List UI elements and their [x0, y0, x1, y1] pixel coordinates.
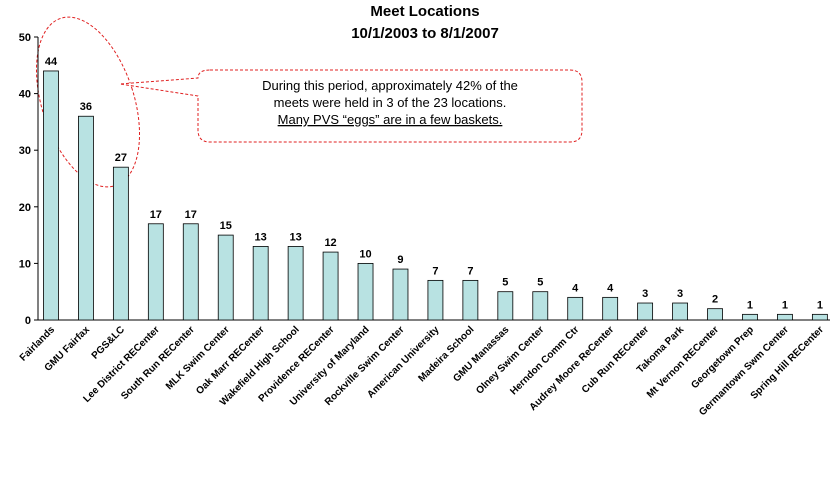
- bar: [182, 223, 199, 321]
- y-tick-label: 0: [25, 315, 31, 327]
- bar: [811, 313, 828, 321]
- bar: [637, 302, 654, 321]
- y-tick-label: 20: [19, 202, 31, 214]
- bar: [777, 313, 793, 321]
- bar: [357, 262, 374, 321]
- value-label: 1: [782, 299, 788, 311]
- bar: [252, 246, 269, 321]
- y-tick-label: 50: [19, 32, 31, 44]
- value-label: 9: [397, 254, 403, 266]
- value-label: 44: [45, 56, 58, 68]
- y-tick-label: 10: [19, 258, 31, 270]
- value-label: 15: [220, 220, 232, 232]
- bar: [287, 246, 304, 321]
- bar: [672, 302, 688, 321]
- y-tick-label: 30: [19, 145, 31, 157]
- value-label: 17: [185, 209, 197, 221]
- bar: [43, 70, 59, 321]
- chart-title: Meet Locations: [370, 3, 479, 20]
- value-label: 4: [607, 282, 614, 294]
- bar: [112, 166, 129, 321]
- value-label: 27: [115, 152, 127, 164]
- bar: [462, 279, 479, 321]
- value-label: 12: [324, 237, 336, 249]
- bar: [78, 115, 94, 321]
- bar: [567, 296, 584, 321]
- bar: [147, 223, 164, 321]
- callout: [119, 69, 583, 143]
- bar: [602, 296, 619, 321]
- annotation: Many PVS “eggs” are in a few baskets.: [278, 112, 503, 127]
- value-label: 5: [502, 277, 508, 289]
- chart-subtitle: 10/1/2003 to 8/1/2007: [351, 25, 499, 42]
- value-label: 7: [432, 265, 438, 277]
- value-label: 5: [537, 277, 543, 289]
- value-label: 10: [359, 248, 371, 260]
- annotation: meets were held in 3 of the 23 locations…: [274, 95, 507, 110]
- value-label: 13: [255, 231, 267, 243]
- x-tick-label: Oak Marr RECenter: [194, 324, 267, 397]
- bar: [392, 268, 409, 321]
- value-label: 36: [80, 101, 92, 113]
- x-tick-label: Georgetown Prep: [689, 324, 756, 391]
- value-label: 3: [677, 288, 683, 300]
- value-label: 13: [290, 231, 302, 243]
- bar: [742, 313, 758, 321]
- value-label: 2: [712, 294, 718, 306]
- value-label: 17: [150, 209, 162, 221]
- bar: [217, 234, 234, 321]
- x-tick-label: Olney Swim Center: [474, 324, 546, 396]
- bar: [427, 279, 444, 321]
- value-label: 7: [467, 265, 473, 277]
- bar: [322, 251, 339, 321]
- value-label: 1: [747, 299, 753, 311]
- bar: [497, 291, 514, 321]
- value-label: 4: [572, 282, 579, 294]
- value-label: 1: [817, 299, 823, 311]
- bar: [707, 308, 723, 321]
- y-tick-label: 40: [19, 89, 31, 101]
- annotation: During this period, approximately 42% of…: [262, 78, 518, 93]
- x-tick-label: MLK Swim Center: [164, 324, 232, 392]
- value-label: 3: [642, 288, 648, 300]
- x-tick-label: Cub Run RECenter: [580, 324, 651, 395]
- bar: [532, 291, 549, 321]
- x-tick-label: Herndon Comm Ctr: [508, 324, 581, 397]
- x-tick-label: Spring Hill RECenter: [749, 324, 826, 401]
